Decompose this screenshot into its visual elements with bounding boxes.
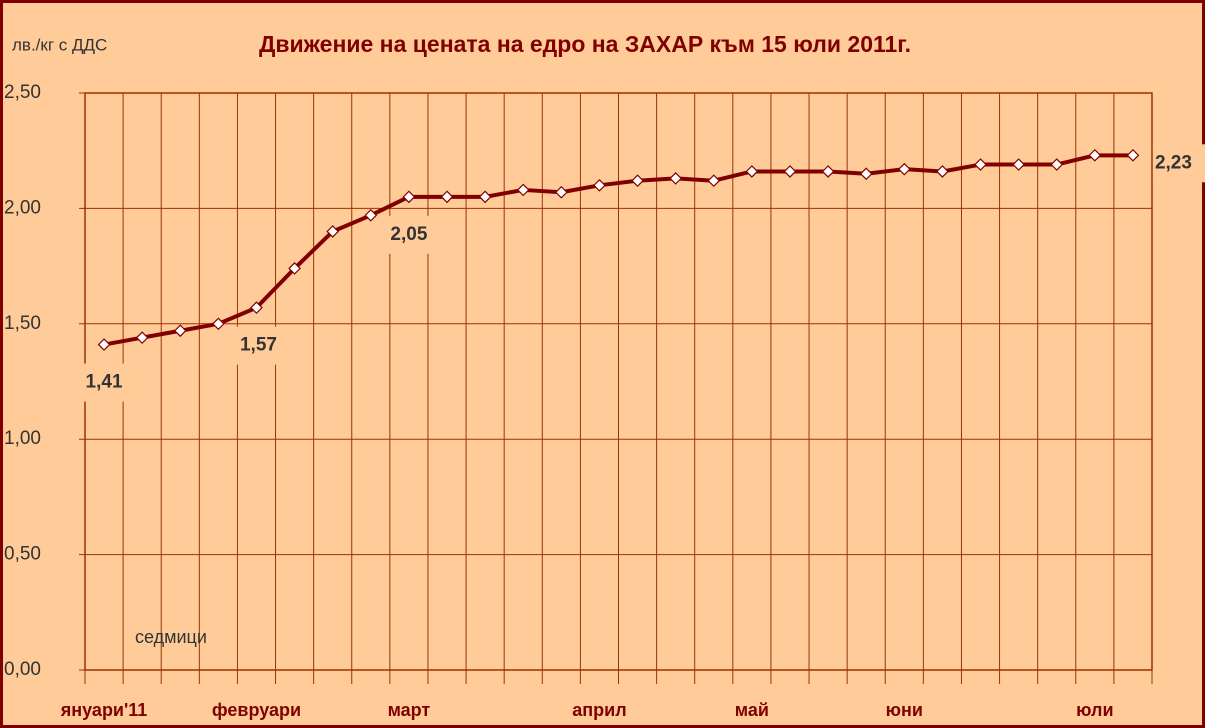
point-marker [783,165,797,178]
point-marker [402,190,416,204]
point-marker [1126,148,1140,162]
x-tick-label: юли [1076,700,1113,720]
point-marker [974,158,987,171]
line [103,153,1133,347]
x-tick-label: февруари [212,700,301,720]
x-tick-label: май [735,700,769,720]
point-marker [936,165,949,178]
point-marker [821,165,835,178]
point-marker [707,174,721,188]
y-tick-label: 1,50 [4,313,41,334]
point-marker [1012,158,1025,171]
point-marker [897,162,911,176]
chart-title: Движение на цената на едро на ЗАХАР към … [259,31,911,57]
data-label-bg [1152,144,1205,183]
x-tick-label: април [572,700,626,720]
data-label-bg [78,363,133,402]
data-label: 1,57 [240,335,277,356]
point-marker [97,338,111,351]
point-marker [554,185,568,199]
point-marker [364,208,378,222]
data-label: 1,41 [86,372,123,393]
point-marker [250,301,263,314]
point-marker [440,190,454,204]
point-marker [745,165,759,178]
point-marker [135,331,149,344]
y-tick-label: 2,00 [4,197,41,218]
annotation: седмици [135,627,207,647]
point-marker [288,262,301,275]
x-tick-label: януари'11 [60,700,148,720]
point-marker [516,183,530,197]
point-marker [631,174,644,188]
point-marker [1050,158,1064,171]
y-tick-label: 2,50 [4,82,41,103]
data-label-bg [232,326,287,365]
point-marker [669,172,683,185]
y-tick-label: 0,50 [4,544,41,565]
data-label: 2,23 [1155,152,1192,173]
y-tick-label: 0,00 [4,659,41,680]
y-tick-label: 1,00 [4,428,41,449]
point-marker [859,167,873,181]
x-tick-label: март [388,700,431,720]
data-label-bg [382,215,437,254]
data-label: 2,05 [390,224,427,245]
point-marker [173,324,187,338]
point-marker [478,190,492,204]
x-tick-label: юни [886,700,923,720]
point-marker [593,178,606,192]
point-marker [326,225,340,238]
point-marker [212,317,225,331]
point-marker [1088,148,1102,162]
y-axis-label: лв./кг с ДДС [12,35,107,54]
